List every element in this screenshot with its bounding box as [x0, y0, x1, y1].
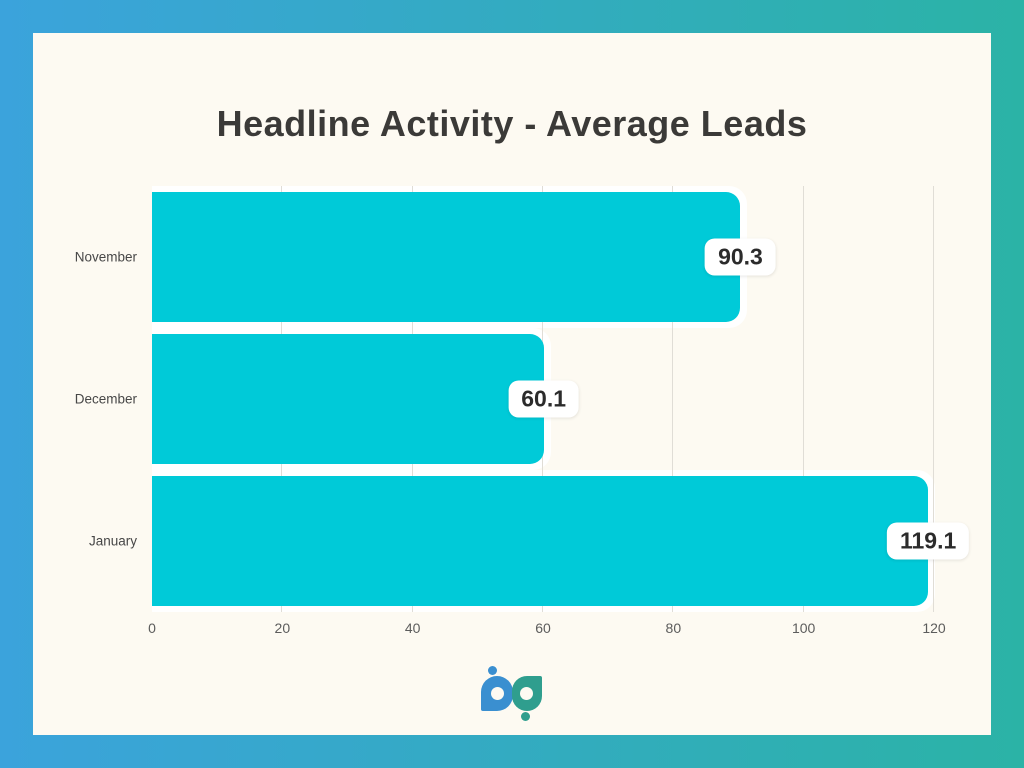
gridline-100	[802, 186, 804, 612]
gridline-80	[672, 186, 674, 612]
category-label-november: November	[74, 249, 137, 265]
chart-title: Headline Activity - Average Leads	[216, 103, 808, 144]
x-tick-label-20: 20	[274, 620, 291, 636]
bp-logo-blue-dot-icon	[488, 666, 497, 675]
value-label-december: 60.1	[508, 380, 580, 418]
x-tick-label-120: 120	[922, 620, 946, 636]
x-tick-label-40: 40	[404, 620, 421, 636]
bp-logo-p-hole	[520, 687, 533, 700]
x-tick-label-100: 100	[791, 620, 816, 636]
x-tick-label-60: 60	[535, 620, 551, 636]
chart-panel: Headline Activity - Average Leads 0 20 40 6…	[33, 33, 991, 735]
bp-logo-b-shape-icon	[481, 676, 513, 711]
bar-december	[152, 334, 544, 464]
bp-logo	[481, 666, 543, 722]
gridline-120	[933, 186, 934, 612]
value-label-november: 90.3	[705, 238, 776, 276]
category-label-january: January	[88, 533, 137, 549]
value-label-january: 119.1	[886, 522, 970, 560]
x-tick-label-0: 0	[148, 620, 156, 636]
bp-logo-teal-dot-icon	[521, 712, 530, 721]
plot-area: 0 20 40 60 80 100 120 90.3 November 60.1 December 1…	[75, 186, 970, 636]
bp-logo-p-shape-icon	[512, 676, 542, 711]
bp-logo-b-hole	[491, 687, 504, 700]
x-tick-label-80: 80	[665, 620, 682, 636]
category-label-december: December	[74, 391, 137, 407]
bar-january	[152, 476, 929, 606]
bar-november	[152, 192, 741, 322]
